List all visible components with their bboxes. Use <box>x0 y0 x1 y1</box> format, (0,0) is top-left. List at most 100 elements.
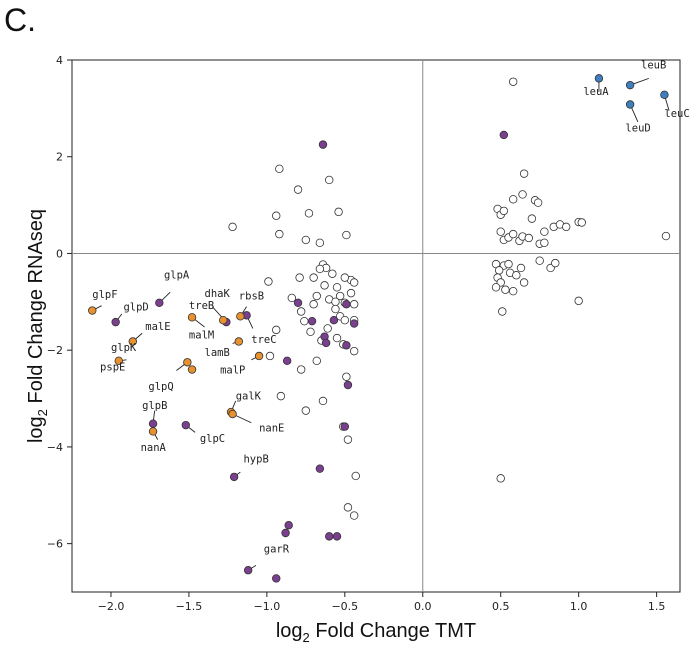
gene-label: leuA <box>583 86 609 98</box>
y-axis-ticks: −6 −4 −2 0 2 4 <box>47 54 72 551</box>
data-point-purple <box>349 319 359 328</box>
data-point-purple <box>148 419 158 428</box>
panel-label: C. <box>4 2 36 38</box>
data-point-other <box>351 471 360 481</box>
data-point-other <box>349 346 359 356</box>
data-point-other <box>325 175 334 185</box>
data-point-other <box>533 198 543 207</box>
data-point-other <box>496 474 505 483</box>
data-point-other <box>524 233 533 243</box>
data-point-other <box>508 195 518 204</box>
gene-label: leuB <box>641 60 666 72</box>
data-point-other <box>498 307 507 316</box>
data-point-other <box>343 503 353 512</box>
data-point-other <box>577 218 586 227</box>
data-point-other <box>275 164 284 174</box>
data-point-purple <box>329 315 339 325</box>
gene-label: lamB <box>205 347 230 359</box>
data-point-other <box>293 185 303 194</box>
data-point-blue <box>660 90 669 100</box>
data-point-purple <box>181 420 191 430</box>
data-point-other <box>265 351 275 361</box>
data-point-other <box>312 291 321 301</box>
x-tick-label: −0.5 <box>331 600 358 613</box>
data-point-purple <box>340 422 350 431</box>
data-point-orange <box>187 365 197 374</box>
x-tick-label: −1.0 <box>254 600 281 613</box>
y-tick-label: −2 <box>47 344 63 357</box>
y-axis-title-prefix: log <box>25 416 47 443</box>
data-point-other <box>272 325 281 335</box>
x-tick-label: −2.0 <box>98 600 125 613</box>
data-point-other <box>340 315 350 325</box>
data-point-orange <box>236 312 245 321</box>
data-point-purple <box>499 130 509 140</box>
data-point-other <box>496 227 505 236</box>
plot-frame <box>71 59 681 593</box>
data-point-purple <box>229 472 239 482</box>
x-axis-title-prefix: log <box>276 620 303 642</box>
data-point-other <box>574 296 583 306</box>
gene-label: hypB <box>243 453 268 465</box>
data-point-orange <box>219 315 228 325</box>
annotation-leader-lines <box>92 77 670 571</box>
data-point-purple <box>307 316 317 326</box>
data-point-other <box>304 209 314 218</box>
data-point-other <box>504 259 513 269</box>
gene-label: glpQ <box>148 381 173 393</box>
data-point-other <box>519 169 529 178</box>
data-point-other <box>318 396 328 406</box>
data-point-other <box>335 291 345 301</box>
gene-label: nanE <box>259 422 284 434</box>
data-point-purple <box>318 140 328 149</box>
data-point-other <box>287 293 297 303</box>
data-point-other <box>343 435 353 444</box>
data-point-blue <box>594 74 604 83</box>
data-point-other <box>491 283 501 292</box>
data-point-other <box>527 214 537 223</box>
data-point-other <box>494 266 504 275</box>
data-point-purple <box>315 464 325 473</box>
gene-label: garR <box>264 543 290 555</box>
x-tick-label: 0.0 <box>414 600 432 613</box>
data-point-orange <box>228 409 237 419</box>
gene-label: leuD <box>625 123 650 135</box>
data-point-other <box>296 307 306 316</box>
x-axis-title: log2 Fold Change TMT <box>276 620 476 645</box>
data-point-other <box>516 263 526 273</box>
data-point-other <box>512 271 521 280</box>
data-point-other <box>315 264 325 274</box>
gene-label: glpF <box>92 289 117 301</box>
gene-label: dhaK <box>205 288 231 300</box>
data-point-other <box>508 77 518 86</box>
gene-label: nanA <box>141 442 167 454</box>
data-point-other <box>228 222 237 232</box>
data-point-orange <box>114 356 123 366</box>
data-point-other <box>508 229 518 239</box>
data-point-other <box>540 227 549 236</box>
gene-label: glpK <box>111 342 137 354</box>
y-tick-label: 4 <box>56 54 63 67</box>
data-point-orange <box>183 358 192 367</box>
data-point-orange <box>148 427 158 436</box>
data-point-other <box>323 324 332 333</box>
data-point-other <box>309 273 318 282</box>
x-axis-ticks: −2.0 −1.5 −1.0 −0.5 0.0 0.5 1.0 1.5 <box>98 592 665 613</box>
data-point-orange <box>187 313 197 322</box>
data-point-other <box>301 235 311 245</box>
data-point-purple <box>343 380 353 390</box>
data-point-purple <box>155 298 164 307</box>
data-point-other <box>331 304 340 314</box>
data-point-blue <box>625 100 635 109</box>
gene-label: rbsB <box>239 290 264 302</box>
data-point-other <box>315 238 325 248</box>
gene-label: glpD <box>123 302 148 314</box>
data-points <box>88 74 671 583</box>
gene-labels: leuB leuA leuC leuD glpA glpF glpD dhaK rbsB treB… <box>92 60 689 556</box>
data-point-other <box>346 288 356 298</box>
data-point-purple <box>293 298 303 307</box>
y-axis-title-suffix: Fold Change RNAseq <box>25 209 47 409</box>
data-point-other <box>275 229 284 239</box>
data-point-purple <box>325 532 334 541</box>
data-point-other <box>519 278 529 287</box>
